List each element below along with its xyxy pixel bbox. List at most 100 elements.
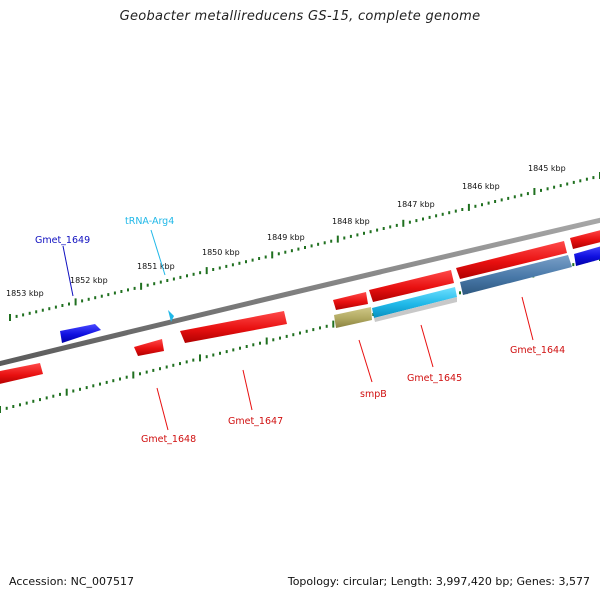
inner-scale-tick [239, 346, 241, 350]
gene-label-trna-arg4[interactable]: tRNA-Arg4 [125, 216, 174, 227]
gene-gmet-1645[interactable] [372, 287, 457, 322]
inner-scale-tick [65, 388, 68, 396]
inner-scale-tick [299, 331, 301, 335]
outer-scale-tick [395, 223, 398, 227]
inner-scale-tick [32, 399, 35, 403]
outer-scale-tick [61, 304, 64, 307]
inner-scale-tick [45, 396, 48, 400]
gene-red-right-edge[interactable] [570, 229, 600, 249]
gene-label-gmet-1649[interactable]: Gmet_1649 [35, 235, 90, 246]
inner-scale-tick [79, 387, 81, 391]
outer-scale-tick [245, 260, 247, 264]
inner-scale-tick [85, 386, 88, 390]
inner-scale-tick [319, 326, 321, 330]
outer-scale-tick [297, 247, 300, 251]
inner-scale-tick [185, 360, 188, 364]
kbp-label-1853: 1853 kbp [6, 289, 44, 298]
gene-gmet-1648[interactable] [134, 339, 164, 356]
gene-gmet-1647[interactable] [180, 311, 287, 343]
outer-scale-tick [100, 294, 103, 298]
gene-gmet-1649[interactable] [60, 324, 101, 343]
outer-scale-tick [402, 219, 405, 227]
inner-scale-tick [25, 401, 28, 405]
outer-scale-tick [481, 203, 483, 207]
outer-scale-tick [448, 211, 451, 215]
inner-scale-tick [212, 353, 215, 357]
outer-scale-tick [336, 235, 339, 243]
inner-scale-tick [92, 384, 95, 388]
inner-scale-tick [52, 394, 55, 398]
outer-scale-tick [369, 230, 372, 234]
gene-blue-right-edge[interactable] [574, 245, 600, 266]
gene-label-gmet-1647[interactable]: Gmet_1647 [228, 416, 283, 427]
outer-scale-tick [35, 310, 38, 314]
outer-scale-tick [343, 236, 346, 240]
outer-scale-tick [323, 241, 326, 245]
inner-scale-tick [119, 377, 121, 381]
inner-scale-tick [5, 406, 8, 410]
inner-scale-tick [0, 406, 1, 413]
outer-scale-tick [494, 200, 497, 203]
inner-scale-tick [312, 328, 315, 332]
outer-scale-tick [526, 192, 529, 196]
gene-red-a[interactable] [333, 292, 368, 310]
connector-smpb [358, 339, 373, 383]
gene-red-left-edge[interactable] [0, 363, 43, 385]
outer-scale-tick [48, 307, 51, 311]
outer-scale-tick [225, 264, 228, 268]
outer-scale-tick [81, 299, 84, 303]
outer-scale-tick [238, 261, 241, 265]
outer-scale-tick [441, 212, 444, 216]
gene-label-smpb[interactable]: smpB [360, 389, 387, 400]
inner-scale-tick [192, 358, 195, 362]
inner-scale-tick [325, 324, 328, 328]
outer-scale-tick [218, 266, 221, 270]
outer-scale-tick [120, 290, 123, 293]
kbp-label-1852: 1852 kbp [70, 276, 108, 285]
outer-scale-tick [559, 184, 562, 188]
inner-scale-tick [459, 291, 461, 295]
inner-scale-tick [105, 380, 108, 384]
outer-scale-tick [304, 246, 306, 249]
inner-scale-tick [99, 382, 101, 386]
inner-scale-tick [252, 343, 255, 347]
inner-scale-tick [145, 370, 148, 374]
outer-scale-tick [500, 198, 503, 202]
inner-scale-tick [372, 313, 375, 316]
outer-scale-tick [107, 293, 110, 297]
outer-scale-tick [415, 219, 418, 223]
gene-smpb[interactable] [334, 307, 372, 328]
inner-scale-tick [225, 350, 228, 354]
gene-gmet-1644[interactable] [460, 255, 572, 295]
outer-scale-tick [349, 234, 352, 238]
gene-red-b[interactable] [369, 270, 454, 302]
inner-scale-tick [19, 403, 21, 407]
outer-scale-tick [317, 242, 320, 246]
outer-scale-tick [363, 231, 365, 235]
gene-label-gmet-1645[interactable]: Gmet_1645 [407, 373, 462, 384]
inner-scale-tick [179, 362, 181, 366]
inner-scale-tick [139, 372, 141, 376]
gene-label-gmet-1648[interactable]: Gmet_1648 [141, 434, 196, 445]
outer-scale-tick [231, 263, 234, 267]
inner-scale-tick [72, 389, 75, 393]
inner-scale-tick [305, 329, 308, 333]
outer-scale-tick [264, 255, 267, 259]
kbp-label-1849: 1849 kbp [267, 233, 305, 242]
gene-trna-arg4-marker[interactable] [168, 310, 174, 322]
genome-summary-text: Topology: circular; Length: 3,997,420 bp… [287, 575, 590, 588]
outer-scale-tick [127, 288, 129, 292]
inner-scale-tick [12, 405, 15, 408]
outer-scale-tick [585, 177, 588, 181]
outer-scale-tick [212, 268, 215, 271]
outer-scale-tick [474, 204, 477, 208]
genome-title: Geobacter metallireducens GS-15, complet… [119, 9, 481, 24]
gene-label-gmet-1644[interactable]: Gmet_1644 [510, 345, 565, 356]
gene-red-c[interactable] [456, 241, 567, 279]
outer-scale-tick [87, 297, 90, 301]
outer-scale-tick [28, 311, 31, 315]
outer-scale-tick [133, 286, 136, 290]
inner-scale-tick [152, 368, 155, 372]
outer-scale-tick [572, 180, 575, 184]
